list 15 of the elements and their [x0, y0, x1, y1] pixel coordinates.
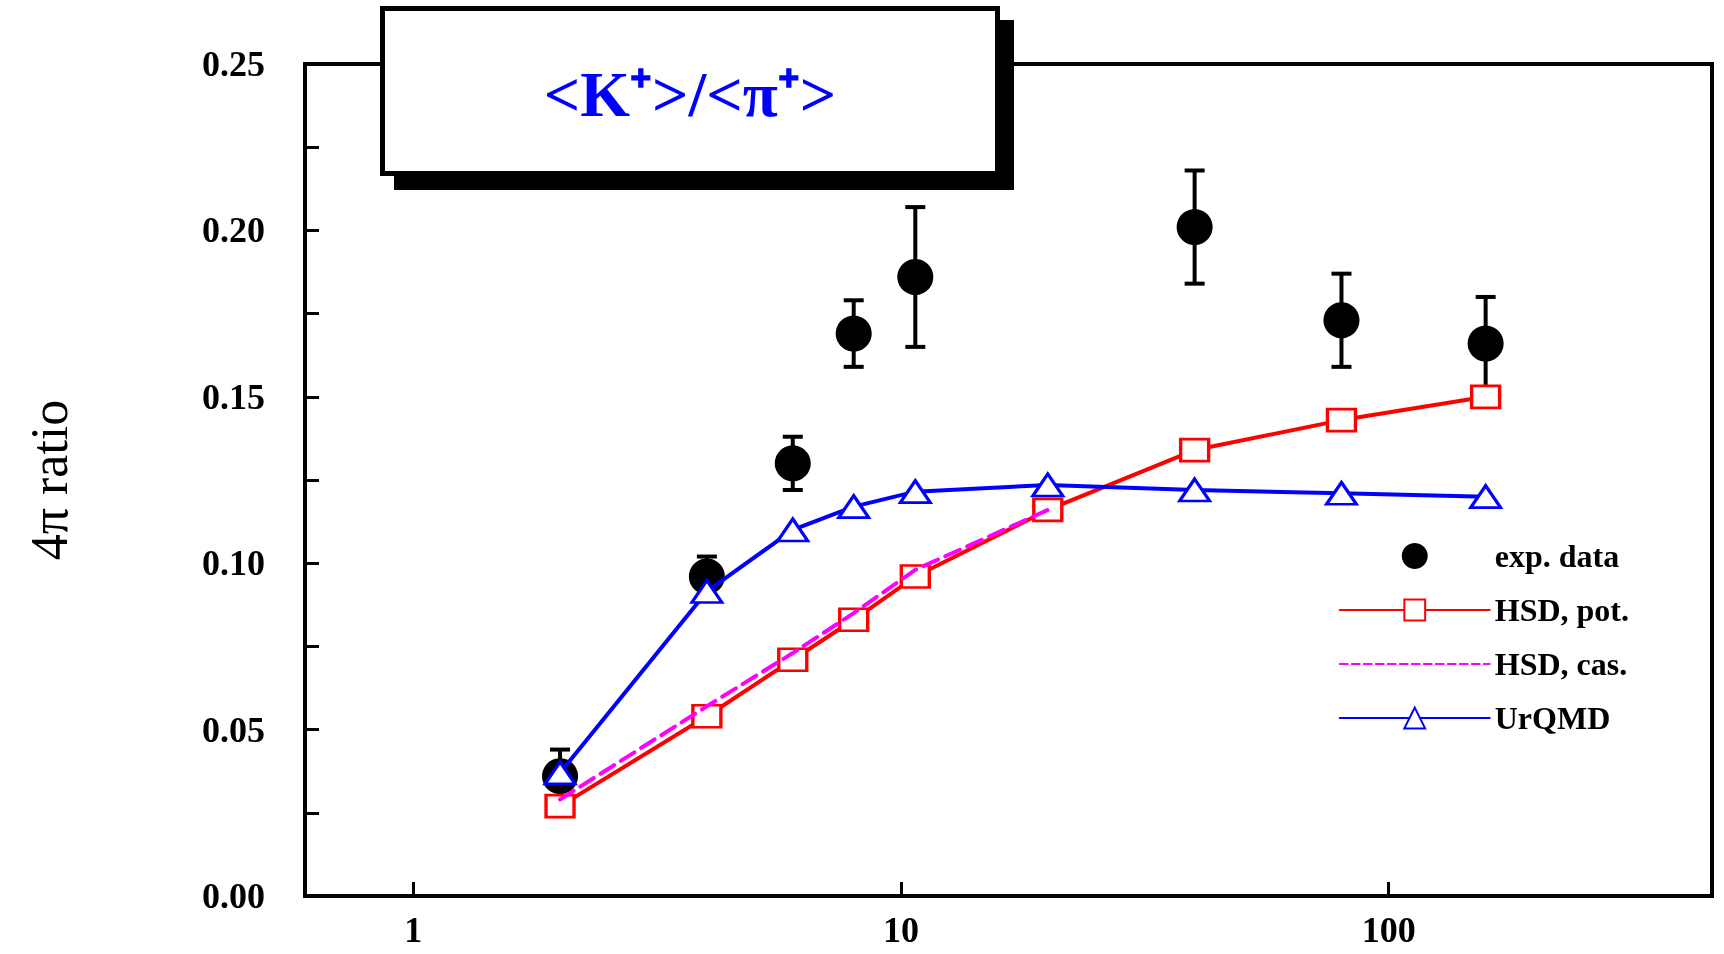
- y-tick-label: 0.15: [202, 376, 265, 417]
- y-axis-title: 4π ratio: [20, 399, 78, 561]
- y-tick-label: 0.25: [202, 44, 265, 84]
- legend-label: exp. data: [1494, 538, 1620, 574]
- y-tick-label: 0.20: [202, 210, 265, 251]
- x-tick-label: 10: [882, 910, 919, 950]
- x-tick-label: 100: [1361, 910, 1416, 950]
- legend-label: UrQMD: [1494, 700, 1611, 736]
- legend-label: HSD, cas.: [1494, 646, 1628, 682]
- x-tick-label: 1: [404, 910, 423, 950]
- y-tick-label: 0.05: [202, 709, 265, 750]
- legend-label: HSD, pot.: [1494, 592, 1629, 628]
- y-tick-label: 0.00: [202, 876, 265, 916]
- annotation: <K⁺>/<π⁺>: [543, 57, 837, 132]
- y-tick-label: 0.10: [202, 543, 265, 584]
